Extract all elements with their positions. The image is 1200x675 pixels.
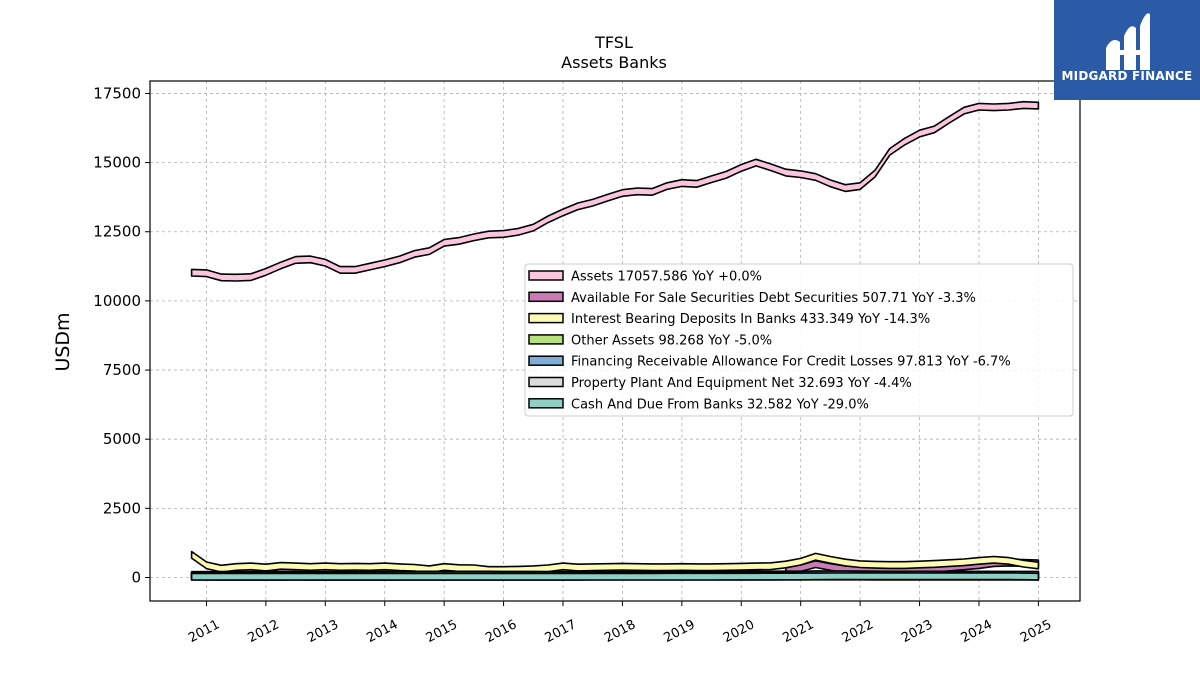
- legend-swatch: [528, 398, 564, 409]
- midgard-mh-monogram-icon: [1106, 13, 1150, 70]
- legend-swatch: [528, 270, 564, 281]
- x-tick-label: 2016: [483, 617, 519, 646]
- legend: Assets 17057.586 YoY +0.0% Available For …: [524, 263, 1074, 417]
- y-axis-ticks: 0 2500 5000 7500 10000 12500 15000 17500: [93, 84, 150, 586]
- x-tick-label: 2020: [721, 617, 757, 646]
- area-series: [190, 100, 1040, 581]
- brand-logo: MIDGARD FINANCE: [1054, 0, 1200, 100]
- y-tick-label: 7500: [103, 361, 141, 379]
- series-band-assets: [190, 100, 1040, 282]
- legend-entry: Assets 17057.586 YoY +0.0%: [571, 270, 762, 285]
- legend-entry: Interest Bearing Deposits In Banks 433.3…: [571, 312, 930, 327]
- y-tick-label: 17500: [93, 84, 141, 102]
- y-axis-label: USDm: [52, 312, 74, 371]
- legend-entry: Other Assets 98.268 YoY -5.0%: [571, 333, 772, 348]
- x-tick-label: 2011: [186, 617, 222, 646]
- x-tick-label: 2022: [840, 617, 876, 646]
- y-tick-label: 15000: [93, 154, 141, 172]
- series-band-cash-and-due-from-banks: [190, 572, 1040, 581]
- x-tick-label: 2018: [602, 617, 638, 646]
- x-axis-ticks: 2011 2012 2013 2014 2015 2016 2017 2018 2019 2020…: [186, 601, 1054, 646]
- x-tick-label: 2023: [899, 617, 935, 646]
- legend-swatch: [528, 291, 564, 303]
- y-tick-label: 12500: [93, 223, 141, 241]
- legend-box: [524, 263, 1074, 417]
- x-tick-label: 2017: [543, 617, 579, 646]
- x-tick-label: 2025: [1018, 617, 1054, 646]
- legend-swatch: [528, 355, 564, 366]
- y-tick-label: 10000: [93, 292, 141, 310]
- x-tick-label: 2015: [424, 617, 460, 646]
- logo-text: MIDGARD FINANCE: [1061, 69, 1193, 83]
- legend-entry: Cash And Due From Banks 32.582 YoY -29.0…: [571, 397, 869, 412]
- y-tick-label: 0: [131, 568, 141, 586]
- legend-swatch: [528, 334, 564, 345]
- legend-entry: Available For Sale Securities Debt Secur…: [571, 291, 976, 306]
- x-tick-label: 2013: [305, 617, 341, 646]
- x-tick-label: 2019: [661, 617, 697, 646]
- x-tick-label: 2024: [959, 617, 995, 646]
- x-tick-label: 2021: [780, 617, 816, 646]
- legend-entry: Property Plant And Equipment Net 32.693 …: [571, 376, 912, 391]
- x-tick-label: 2012: [245, 617, 281, 646]
- y-tick-label: 5000: [103, 430, 141, 448]
- chart-title: TFSL: [594, 33, 633, 52]
- legend-swatch: [528, 312, 564, 324]
- plot-frame: [149, 80, 1081, 602]
- chart-subtitle: Assets Banks: [561, 53, 667, 72]
- y-tick-label: 2500: [103, 499, 141, 517]
- x-tick-label: 2014: [364, 617, 400, 646]
- legend-entry: Financing Receivable Allowance For Credi…: [571, 355, 1011, 370]
- legend-swatch: [528, 376, 564, 388]
